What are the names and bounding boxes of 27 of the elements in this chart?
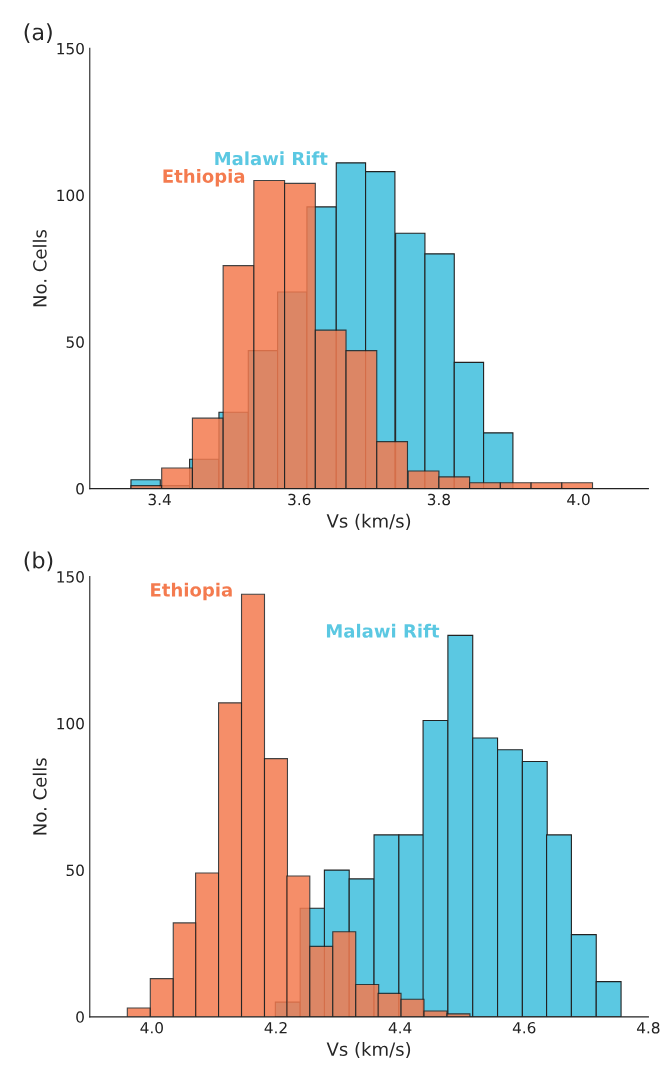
y-tick-label: 50 (66, 864, 84, 877)
x-axis-title: Vs (km/s) (326, 513, 411, 530)
x-tick-label: 4.6 (512, 1021, 536, 1034)
y-axis-title: No. Cells (32, 758, 47, 835)
x-axis-title: Vs (km/s) (326, 1042, 411, 1059)
y-tick-label: 100 (57, 717, 84, 730)
y-tick-label: 100 (57, 189, 84, 202)
series-label: Ethiopia (163, 168, 245, 187)
x-tick-label: 4.2 (264, 1021, 287, 1034)
y-axis-title: No. Cells (32, 229, 47, 307)
x-tick-label: 3.6 (288, 493, 311, 506)
y-tick-label: 50 (66, 336, 84, 348)
chart-title: (a) (24, 23, 52, 44)
x-tick-label: 4.8 (636, 1021, 660, 1034)
y-tick-label: 150 (57, 42, 84, 55)
x-tick-label: 3.8 (427, 493, 450, 506)
x-tick-label: 4.0 (140, 1021, 163, 1034)
y-tick-label: 0 (76, 1011, 84, 1023)
chart-title: (b) (24, 551, 53, 572)
series-label: Ethiopia (151, 582, 232, 601)
x-tick-label: 4.4 (388, 1022, 412, 1034)
x-tick-label: 4.0 (567, 493, 590, 506)
y-tick-label: 0 (76, 483, 84, 495)
series-label: Malawi Rift (215, 151, 328, 166)
y-tick-label: 150 (57, 571, 84, 583)
x-tick-label: 3.4 (148, 493, 171, 506)
series-label: Malawi Rift (326, 623, 440, 638)
